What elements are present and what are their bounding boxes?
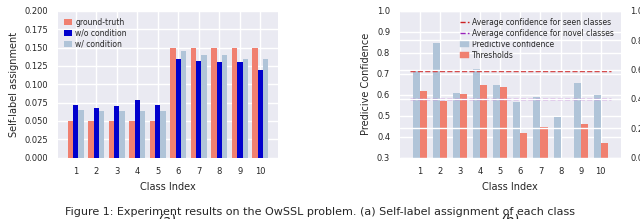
Bar <box>500 87 508 219</box>
Bar <box>573 83 580 219</box>
Bar <box>480 85 487 219</box>
Y-axis label: Predicive Confidence: Predicive Confidence <box>362 33 371 135</box>
Bar <box>513 102 520 219</box>
Bar <box>561 198 568 219</box>
Bar <box>473 69 480 219</box>
Bar <box>181 51 186 158</box>
Bar <box>433 43 440 219</box>
Bar <box>120 111 125 158</box>
Bar <box>541 127 547 219</box>
X-axis label: Class Index: Class Index <box>483 182 538 192</box>
Bar <box>580 124 588 219</box>
Bar <box>263 59 268 158</box>
Bar <box>68 121 73 158</box>
Bar <box>150 121 155 158</box>
Bar <box>140 111 145 158</box>
Text: (a): (a) <box>159 214 178 219</box>
Bar <box>534 97 541 219</box>
Bar <box>196 61 202 158</box>
Bar <box>594 95 601 219</box>
Bar <box>109 121 114 158</box>
Bar <box>191 48 196 158</box>
Bar <box>453 93 460 219</box>
Bar <box>601 143 608 219</box>
Bar <box>493 85 500 219</box>
Bar <box>243 59 248 158</box>
Text: Figure 1: Experiment results on the OwSSL problem. (a) Self-label assignment of : Figure 1: Experiment results on the OwSS… <box>65 207 575 217</box>
Bar <box>420 91 427 219</box>
Bar <box>161 111 166 158</box>
Bar <box>258 70 263 158</box>
Bar <box>413 70 420 219</box>
Bar <box>202 55 207 158</box>
Bar <box>78 110 84 158</box>
Bar <box>170 48 175 158</box>
Bar <box>155 105 161 158</box>
Bar <box>217 62 222 158</box>
Bar <box>440 101 447 219</box>
Bar <box>232 48 237 158</box>
Legend: ground-truth, w/o condition, w/ condition: ground-truth, w/o condition, w/ conditio… <box>61 15 130 52</box>
Bar <box>520 133 527 219</box>
Bar <box>175 59 181 158</box>
Bar <box>73 105 78 158</box>
Bar <box>99 111 104 158</box>
Bar <box>88 121 93 158</box>
Bar <box>129 121 134 158</box>
X-axis label: Class Index: Class Index <box>140 182 196 192</box>
Bar <box>114 106 120 158</box>
Bar <box>554 117 561 219</box>
Bar <box>237 62 243 158</box>
Bar <box>134 101 140 158</box>
Y-axis label: Self-label assignment: Self-label assignment <box>8 32 19 137</box>
Bar <box>93 108 99 158</box>
Legend: Average confidence for seen classes, Average confidence for novel classes, Predi: Average confidence for seen classes, Ave… <box>457 15 617 63</box>
Bar <box>252 48 258 158</box>
Text: (b): (b) <box>500 214 520 219</box>
Bar <box>222 55 227 158</box>
Bar <box>460 94 467 219</box>
Bar <box>211 48 217 158</box>
